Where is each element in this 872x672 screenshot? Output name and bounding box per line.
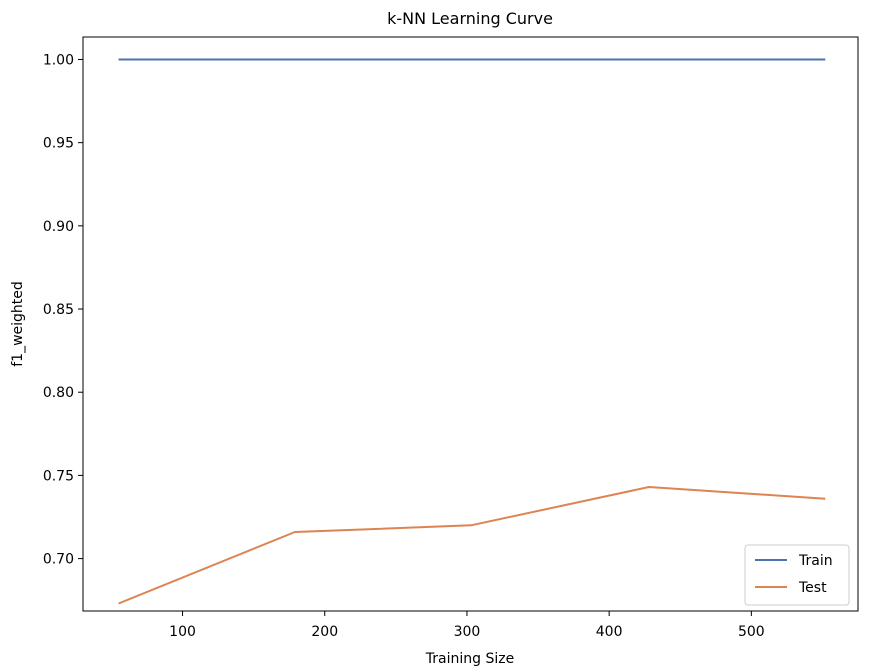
- y-tick-label: 0.90: [43, 219, 74, 235]
- y-axis-label: f1_weighted: [10, 281, 26, 367]
- y-tick-label: 0.70: [43, 552, 74, 568]
- x-tick-label: 400: [596, 624, 623, 640]
- series-line-test: [118, 486, 826, 605]
- y-tick-label: 0.75: [43, 468, 74, 484]
- y-tick-label: 0.80: [43, 385, 74, 401]
- x-tick-label: 200: [311, 624, 338, 640]
- plot-area-frame: [82, 36, 859, 612]
- legend-box: [744, 544, 850, 606]
- x-tick-label: 100: [169, 624, 196, 640]
- x-axis-label: Training Size: [425, 651, 514, 667]
- y-tick-label: 0.85: [43, 302, 74, 318]
- legend-label-test: Test: [798, 580, 827, 596]
- x-axis-ticks: 100 200 300 400 500: [169, 611, 765, 640]
- y-axis-ticks: 0.70 0.75 0.80 0.85 0.90 0.95 1.00: [43, 52, 83, 568]
- legend-label-train: Train: [798, 553, 833, 569]
- chart-title: k-NN Learning Curve: [387, 9, 553, 28]
- y-tick-label: 0.95: [43, 136, 74, 152]
- x-tick-label: 500: [738, 624, 765, 640]
- series-lines: [118, 58, 826, 605]
- legend: Train Test: [744, 544, 850, 606]
- x-tick-label: 300: [454, 624, 481, 640]
- y-tick-label: 1.00: [43, 52, 74, 68]
